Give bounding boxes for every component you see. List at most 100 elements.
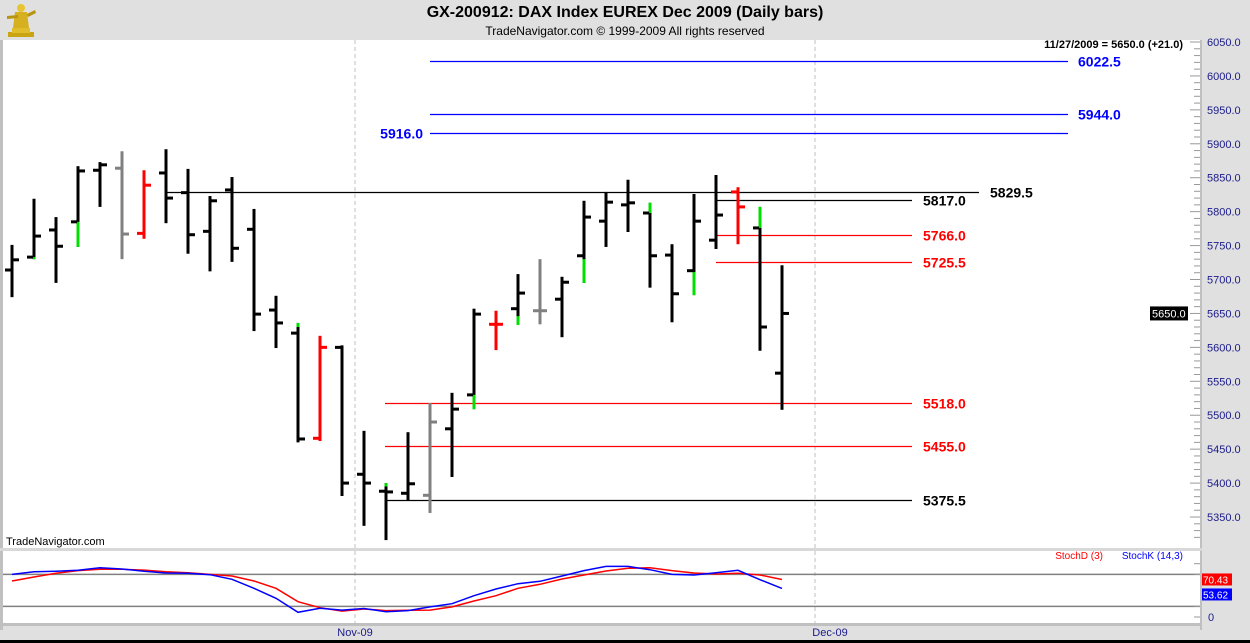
y-tick-label: 5750.0 (1207, 241, 1241, 253)
ohlc-bar (643, 202, 657, 288)
bar-range (98, 162, 102, 207)
ohlc-bar (467, 308, 481, 410)
bar-close-tick (211, 199, 217, 203)
ohlc-bar (181, 168, 195, 254)
bar-open-tick (445, 427, 451, 431)
bar-range (384, 483, 388, 541)
bar-close-tick (717, 213, 723, 217)
bar-close-tick (431, 420, 437, 424)
ohlc-bar (269, 295, 283, 349)
bar-close-tick (167, 196, 173, 200)
bar-open-tick (401, 491, 407, 495)
level-label: 5518.0 (923, 396, 966, 412)
bar-close-tick (673, 292, 679, 296)
y-tick-label: 6050.0 (1207, 37, 1241, 49)
bar-open-tick (577, 254, 583, 258)
bar-close-tick (13, 258, 19, 262)
ohlc-bar (225, 177, 239, 262)
ohlc-bar (511, 274, 525, 325)
bar-open-tick (247, 227, 253, 231)
level-label: 5829.5 (990, 185, 1033, 201)
bar-range (582, 200, 586, 283)
bar-signal-segment (296, 322, 300, 328)
bar-open-tick (423, 493, 429, 497)
axis-divider (1200, 40, 1202, 630)
ohlc-bar (115, 151, 129, 260)
bar-close-tick (277, 321, 283, 325)
bar-range (274, 295, 278, 349)
bar-range (76, 166, 80, 247)
bar-range (692, 194, 696, 296)
bar-range (758, 206, 762, 351)
bar-close-tick (761, 325, 767, 329)
ohlc-bar (247, 208, 261, 332)
level-label: 5766.0 (923, 228, 966, 244)
ohlc-bar (423, 403, 437, 513)
bar-range (626, 179, 630, 233)
bar-range (208, 196, 212, 272)
bar-range (494, 310, 498, 351)
bar-close-tick (541, 309, 547, 313)
ohlc-bar (335, 345, 349, 496)
bar-close-tick (233, 246, 239, 250)
ohlc-bar (71, 166, 85, 247)
bar-close-tick (475, 312, 481, 316)
ohlc-bar (203, 196, 217, 272)
ohlc-bar (379, 483, 393, 541)
stochastic-plot-area (3, 551, 1201, 623)
ohlc-bar (313, 335, 327, 442)
ohlc-bar (753, 206, 767, 351)
bar-close-tick (629, 201, 635, 205)
left-border (0, 40, 3, 630)
bar-range (714, 175, 718, 249)
bar-close-tick (321, 345, 327, 349)
stochk-line (11, 565, 783, 614)
bar-range (428, 403, 432, 513)
ohlc-bar (533, 259, 547, 325)
bar-range (472, 308, 476, 410)
ohlc-bar (49, 217, 63, 283)
pane-divider[interactable] (0, 548, 1202, 551)
bar-range (318, 335, 322, 442)
bar-close-tick (387, 490, 393, 494)
bar-range (450, 392, 454, 477)
bar-close-tick (35, 234, 41, 238)
y-axis-panel (1202, 40, 1250, 640)
legend-stochd: StochD (3) (1055, 551, 1103, 562)
bar-range (604, 191, 608, 247)
bar-close-tick (651, 254, 657, 258)
y-tick-label: 5400.0 (1207, 478, 1241, 490)
bar-open-tick (555, 297, 561, 301)
legend-stochk: StochK (14,3) (1122, 551, 1183, 562)
bar-open-tick (621, 203, 627, 207)
bar-close-tick (453, 407, 459, 411)
bar-range (164, 149, 168, 224)
y-tick-label: 5800.0 (1207, 207, 1241, 219)
bar-close-tick (189, 233, 195, 237)
bar-open-tick (643, 211, 649, 215)
main-plot-area (3, 40, 1201, 548)
bar-range (230, 177, 234, 262)
level-label: 5725.5 (923, 255, 966, 271)
bar-open-tick (115, 166, 121, 170)
bar-range (406, 432, 410, 501)
ohlc-bar (621, 179, 635, 233)
last-price-box (1150, 306, 1188, 321)
x-tick-dec: Dec-09 (812, 627, 847, 639)
ohlc-bar (577, 200, 591, 283)
stochk-value-box (1202, 588, 1232, 601)
ohlc-bar (137, 170, 151, 239)
bar-range (362, 430, 366, 526)
ohlc-bar (159, 149, 173, 224)
ohlc-bar (401, 432, 415, 501)
ohlc-bar (5, 244, 19, 298)
bar-open-tick (5, 268, 11, 272)
bar-open-tick (599, 219, 605, 223)
bar-close-tick (57, 244, 63, 248)
level-label: 5944.0 (1078, 107, 1121, 123)
bar-close-tick (299, 437, 305, 441)
chart-title: GX-200912: DAX Index EUREX Dec 2009 (Dai… (426, 4, 824, 21)
ohlc-bar (357, 430, 371, 526)
y-tick-label: 5700.0 (1207, 275, 1241, 287)
